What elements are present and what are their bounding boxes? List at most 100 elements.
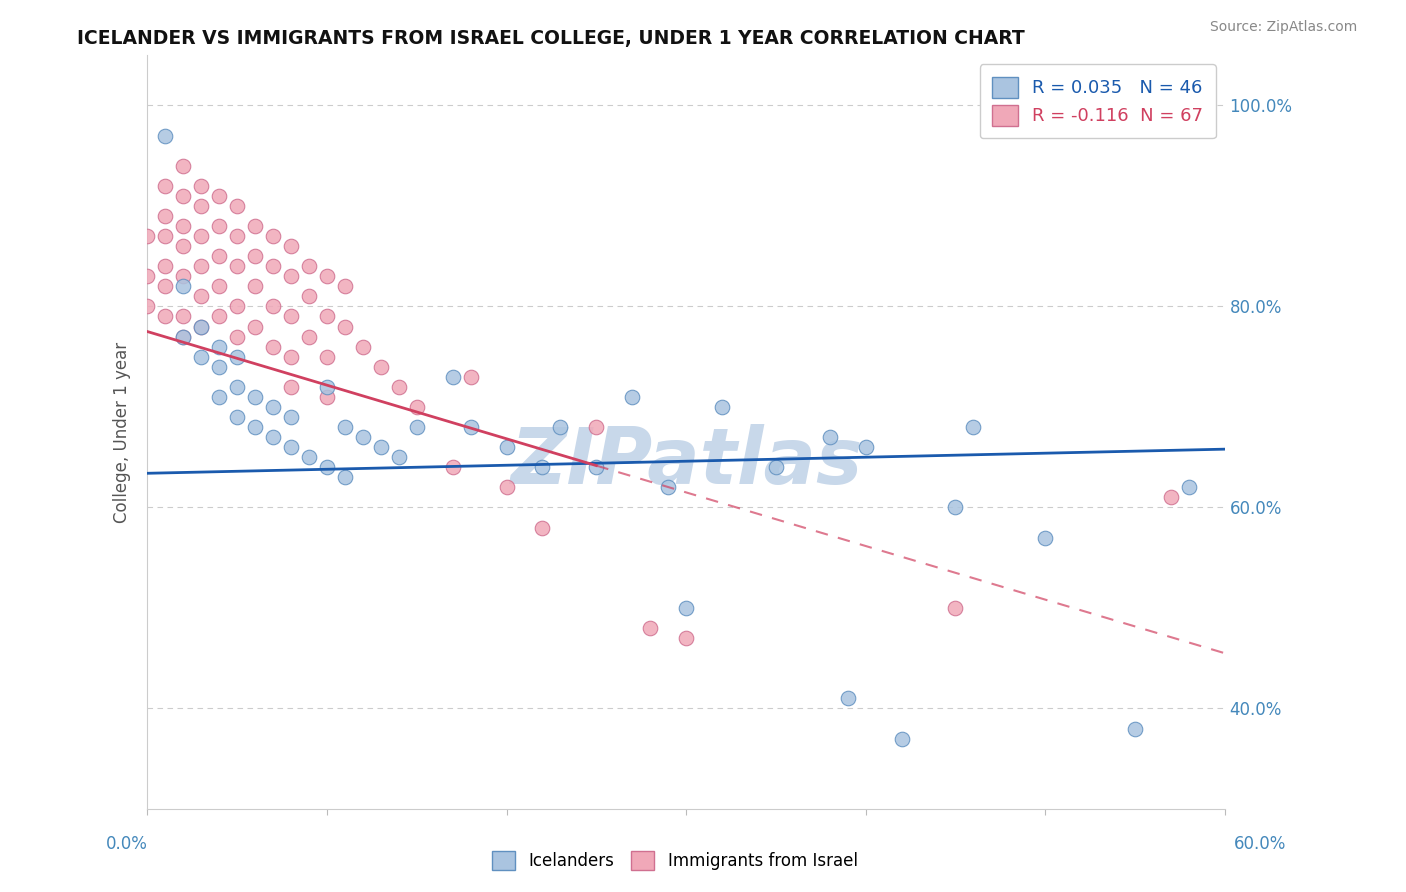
Point — [531, 460, 554, 475]
Legend: R = 0.035   N = 46, R = -0.116  N = 67: R = 0.035 N = 46, R = -0.116 N = 67 — [980, 64, 1216, 138]
Point — [316, 350, 339, 364]
Point — [208, 390, 231, 404]
Point — [208, 359, 231, 374]
Point — [388, 450, 411, 465]
Point — [316, 269, 339, 284]
Point — [298, 329, 321, 343]
Text: 0.0%: 0.0% — [105, 835, 148, 853]
Point — [190, 319, 212, 334]
Point — [657, 480, 679, 494]
Point — [638, 621, 661, 635]
Point — [262, 300, 284, 314]
Point — [208, 219, 231, 233]
Point — [585, 420, 607, 434]
Point — [172, 310, 194, 324]
Point — [155, 279, 177, 293]
Point — [316, 390, 339, 404]
Point — [316, 310, 339, 324]
Point — [675, 601, 697, 615]
Point — [837, 691, 859, 706]
Point — [352, 340, 374, 354]
Point — [280, 409, 302, 424]
Text: Source: ZipAtlas.com: Source: ZipAtlas.com — [1209, 20, 1357, 34]
Point — [333, 470, 356, 484]
Point — [333, 319, 356, 334]
Point — [298, 259, 321, 273]
Point — [155, 209, 177, 223]
Point — [172, 189, 194, 203]
Point — [243, 279, 266, 293]
Point — [136, 300, 159, 314]
Point — [621, 390, 644, 404]
Point — [172, 269, 194, 284]
Point — [190, 199, 212, 213]
Point — [333, 420, 356, 434]
Point — [190, 259, 212, 273]
Point — [172, 159, 194, 173]
Point — [208, 189, 231, 203]
Point — [262, 400, 284, 414]
Point — [945, 601, 967, 615]
Text: ZIPatlas: ZIPatlas — [510, 425, 862, 500]
Point — [190, 178, 212, 193]
Point — [226, 380, 249, 394]
Text: ICELANDER VS IMMIGRANTS FROM ISRAEL COLLEGE, UNDER 1 YEAR CORRELATION CHART: ICELANDER VS IMMIGRANTS FROM ISRAEL COLL… — [77, 29, 1025, 47]
Legend: Icelanders, Immigrants from Israel: Icelanders, Immigrants from Israel — [485, 844, 865, 877]
Point — [675, 631, 697, 645]
Point — [155, 259, 177, 273]
Point — [172, 239, 194, 253]
Point — [172, 279, 194, 293]
Point — [441, 369, 464, 384]
Point — [280, 350, 302, 364]
Point — [280, 239, 302, 253]
Point — [460, 420, 482, 434]
Point — [280, 380, 302, 394]
Point — [208, 340, 231, 354]
Point — [1160, 491, 1182, 505]
Point — [262, 340, 284, 354]
Point — [818, 430, 841, 444]
Point — [333, 279, 356, 293]
Point — [226, 199, 249, 213]
Point — [226, 300, 249, 314]
Point — [316, 380, 339, 394]
Point — [172, 329, 194, 343]
Point — [710, 400, 733, 414]
Point — [226, 350, 249, 364]
Y-axis label: College, Under 1 year: College, Under 1 year — [114, 342, 131, 523]
Text: 60.0%: 60.0% — [1234, 835, 1286, 853]
Point — [890, 731, 912, 746]
Point — [1123, 722, 1146, 736]
Point — [352, 430, 374, 444]
Point — [243, 319, 266, 334]
Point — [370, 440, 392, 454]
Point — [226, 259, 249, 273]
Point — [1178, 480, 1201, 494]
Point — [172, 219, 194, 233]
Point — [190, 350, 212, 364]
Point — [262, 430, 284, 444]
Point — [441, 460, 464, 475]
Point — [243, 420, 266, 434]
Point — [190, 229, 212, 244]
Point — [155, 229, 177, 244]
Point — [945, 500, 967, 515]
Point — [316, 460, 339, 475]
Point — [1033, 531, 1056, 545]
Point — [226, 329, 249, 343]
Point — [155, 178, 177, 193]
Point — [298, 450, 321, 465]
Point — [460, 369, 482, 384]
Point — [190, 289, 212, 303]
Point — [280, 440, 302, 454]
Point — [370, 359, 392, 374]
Point — [765, 460, 787, 475]
Point — [136, 229, 159, 244]
Point — [243, 219, 266, 233]
Point — [280, 310, 302, 324]
Point — [495, 440, 517, 454]
Point — [155, 128, 177, 143]
Point — [855, 440, 877, 454]
Point — [388, 380, 411, 394]
Point — [585, 460, 607, 475]
